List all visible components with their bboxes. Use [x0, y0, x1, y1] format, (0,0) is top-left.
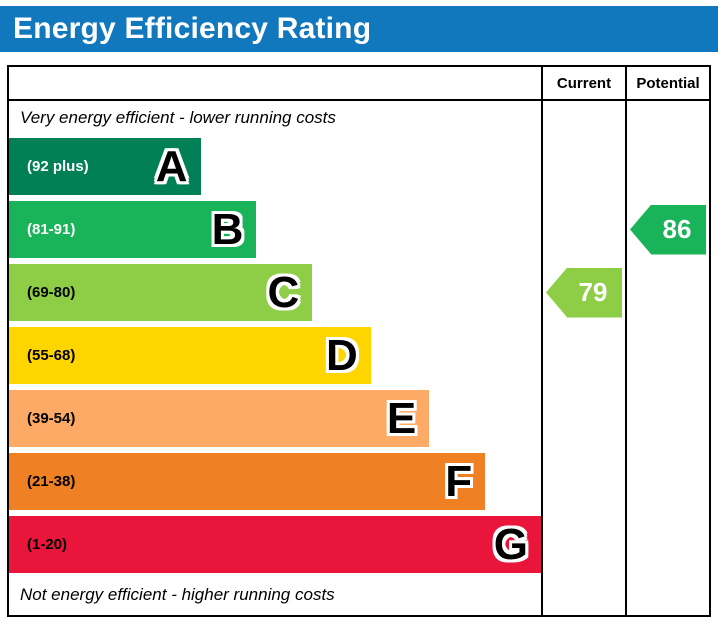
band-row-d: (55-68) D: [9, 324, 541, 387]
band-range-label: (1-20): [27, 536, 68, 553]
band-letter: F: [445, 456, 473, 506]
current-column-header: Current: [541, 67, 625, 101]
caption-top: Very energy efficient - lower running co…: [20, 108, 336, 127]
band-bar-f: (21-38) F: [9, 453, 486, 510]
band-bar-c: (69-80) C: [9, 264, 313, 321]
current-column: 79: [541, 101, 625, 615]
band-range-label: (69-80): [27, 284, 76, 301]
band-bar-b: (81-91) B: [9, 201, 257, 258]
current-rating-value: 79: [578, 277, 608, 307]
chart-corner-cell: [9, 67, 541, 101]
band-row-g: (1-20) G: [9, 513, 541, 576]
band-bar-e: (39-54) E: [9, 390, 430, 447]
band-row-a: (92 plus) A: [9, 135, 541, 198]
band-row-f: (21-38) F: [9, 450, 541, 513]
title-bar: Energy Efficiency Rating: [0, 6, 718, 52]
band-bar-d: (55-68) D: [9, 327, 371, 384]
band-range-label: (55-68): [27, 347, 76, 364]
potential-column: 86: [625, 101, 709, 615]
band-letter: A: [155, 141, 188, 191]
band-list: (92 plus) A (81-91) B (69-80) C (55-68) D (39-54…: [9, 135, 541, 576]
caption-bottom: Not energy efficient - higher running co…: [20, 585, 335, 604]
band-range-label: (21-38): [27, 473, 76, 490]
band-letter: C: [267, 267, 300, 317]
current-rating-arrow: 79: [546, 267, 622, 318]
bands-area: Very energy efficient - lower running co…: [9, 101, 541, 615]
band-row-b: (81-91) B: [9, 198, 541, 261]
band-range-label: (92 plus): [27, 158, 89, 175]
band-range-label: (81-91): [27, 221, 76, 238]
band-letter: B: [211, 204, 244, 254]
band-range-label: (39-54): [27, 410, 76, 427]
band-letter: D: [325, 330, 358, 380]
potential-rating-arrow: 86: [630, 204, 706, 255]
band-row-e: (39-54) E: [9, 387, 541, 450]
potential-rating-value: 86: [662, 214, 692, 244]
energy-rating-chart: Current Potential Very energy efficient …: [7, 65, 711, 617]
band-bar-g: (1-20) G: [9, 516, 541, 573]
band-letter: G: [493, 519, 528, 569]
band-bar-a: (92 plus) A: [9, 138, 201, 195]
potential-column-header: Potential: [625, 67, 709, 101]
page-title: Energy Efficiency Rating: [13, 12, 372, 45]
band-letter: E: [386, 393, 417, 443]
band-row-c: (69-80) C: [9, 261, 541, 324]
